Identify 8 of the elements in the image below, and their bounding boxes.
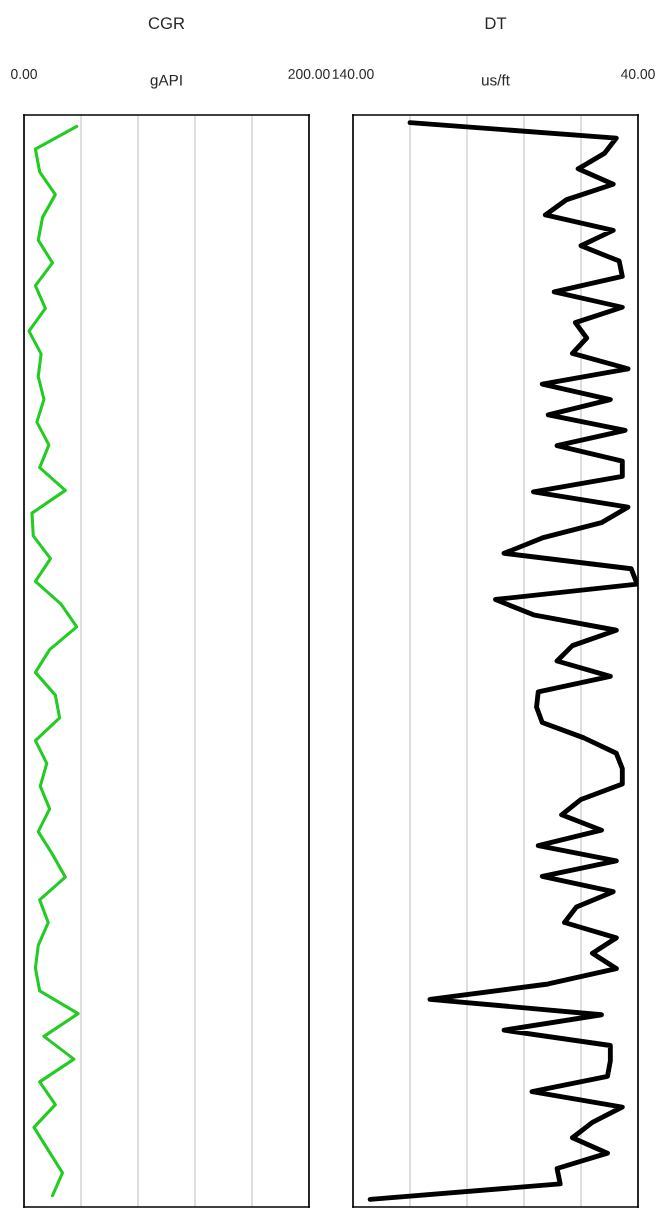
chart-title: DT [485, 17, 507, 29]
x-axis-title: us/ft [482, 74, 510, 86]
x-axis-title: gAPI [150, 74, 182, 89]
x-tick-label: 140.00 [332, 69, 374, 79]
chart-title: CGR [148, 17, 185, 30]
x-tick-label: 40.00 [620, 69, 655, 79]
x-tick-label: 0.00 [11, 69, 37, 79]
x-tick-label: 200.00 [288, 69, 330, 79]
